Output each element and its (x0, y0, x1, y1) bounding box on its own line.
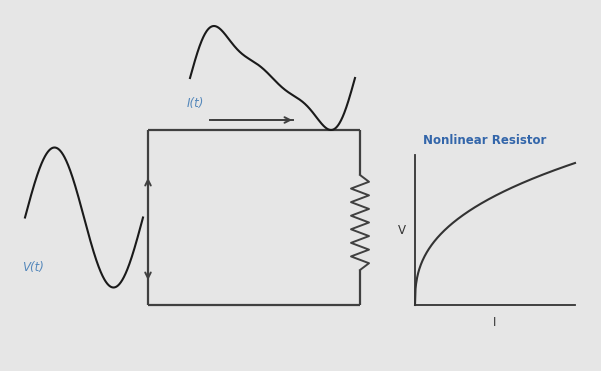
Text: V(t): V(t) (22, 262, 44, 275)
Text: I(t): I(t) (187, 96, 204, 109)
Text: Nonlinear Resistor: Nonlinear Resistor (423, 134, 546, 147)
Text: V: V (398, 223, 406, 236)
Text: I: I (493, 315, 496, 328)
